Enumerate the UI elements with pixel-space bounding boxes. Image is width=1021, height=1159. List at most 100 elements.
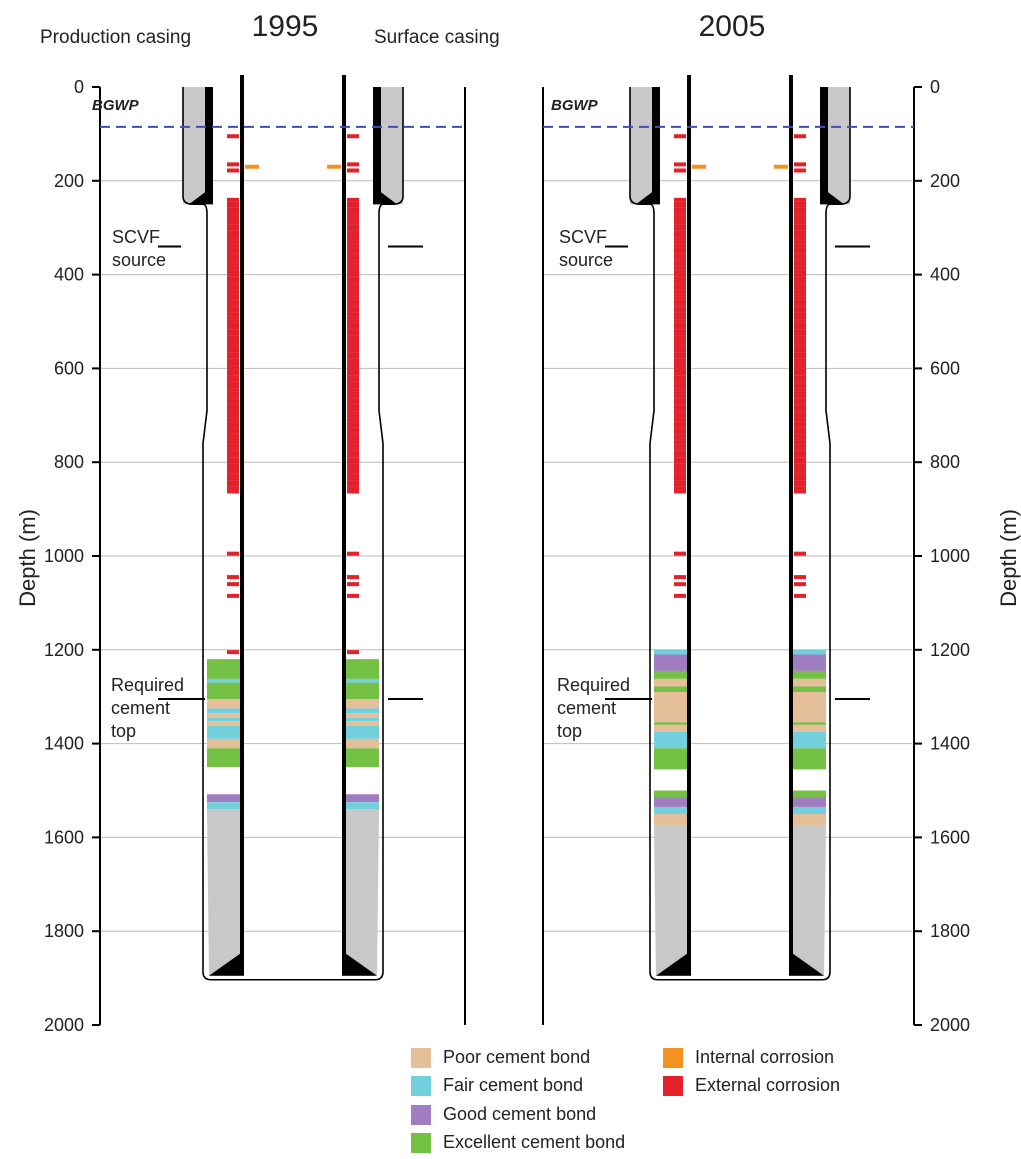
external-corrosion-right — [794, 434, 806, 438]
external-corrosion-left — [674, 299, 686, 304]
external-corrosion-right — [794, 207, 806, 212]
cement-bond-right — [789, 813, 826, 826]
legend-swatch-good — [411, 1104, 431, 1125]
external-corrosion-right — [794, 316, 806, 320]
external-corrosion-left — [227, 217, 239, 221]
external-corrosion-right — [347, 276, 359, 281]
external-corrosion-left — [227, 296, 239, 300]
external-corrosion-right — [794, 233, 806, 238]
production-casing-left — [240, 75, 244, 976]
tick-label-right: 800 — [930, 452, 960, 472]
external-corrosion-right — [347, 322, 359, 327]
external-corrosion-left — [227, 355, 239, 359]
external-corrosion-left — [674, 460, 686, 464]
external-corrosion-right — [347, 483, 359, 487]
external-corrosion-left — [227, 316, 239, 320]
external-corrosion-left — [674, 575, 686, 580]
external-corrosion-right — [347, 256, 359, 261]
legend-swatch-fair — [411, 1075, 431, 1096]
external-corrosion-right — [347, 467, 359, 471]
cement-bond-right — [789, 654, 826, 671]
required-cement-top-2005-line3: top — [557, 721, 582, 741]
surface-casing-left — [652, 87, 660, 205]
external-corrosion-right — [347, 345, 359, 349]
external-corrosion-left — [227, 276, 239, 281]
external-corrosion-left — [227, 417, 239, 422]
external-corrosion-right — [794, 371, 806, 376]
tick-label-right: 1600 — [930, 827, 970, 847]
external-corrosion-left — [674, 168, 686, 173]
external-corrosion-right — [347, 437, 359, 441]
external-corrosion-right — [347, 430, 359, 435]
external-corrosion-right — [794, 424, 806, 428]
external-corrosion-right — [794, 237, 806, 241]
external-corrosion-left — [227, 424, 239, 428]
external-corrosion-left — [674, 243, 686, 248]
external-corrosion-left — [674, 250, 686, 254]
external-corrosion-left — [227, 593, 239, 598]
external-corrosion-left — [227, 309, 239, 313]
external-corrosion-right — [794, 476, 806, 481]
scvf-label-2005-line1: SCVF — [559, 227, 607, 247]
external-corrosion-left — [227, 365, 239, 369]
external-corrosion-left — [674, 237, 686, 241]
external-corrosion-left — [674, 270, 686, 274]
external-corrosion-left — [674, 398, 686, 402]
external-corrosion-left — [674, 401, 686, 405]
cement-bond-right — [789, 724, 826, 732]
external-corrosion-left — [674, 421, 686, 425]
external-corrosion-left — [674, 430, 686, 435]
external-corrosion-right — [347, 325, 359, 330]
cement-bond-right — [342, 717, 379, 722]
cement-bond-left — [207, 659, 244, 679]
tick-label-left: 2000 — [44, 1015, 84, 1035]
cement-bond-right — [342, 721, 379, 726]
external-corrosion-left — [227, 299, 239, 304]
cement-bond-left — [207, 717, 244, 722]
external-corrosion-right — [347, 450, 359, 455]
cement-bond-right — [342, 659, 379, 679]
external-corrosion-left — [674, 411, 686, 415]
external-corrosion-right — [347, 463, 359, 468]
cement-bond-left — [654, 731, 691, 749]
legend-label-internal: Internal corrosion — [695, 1047, 835, 1067]
external-corrosion-left — [674, 444, 686, 448]
external-corrosion-left — [674, 345, 686, 349]
external-corrosion-right — [347, 283, 359, 287]
external-corrosion-right — [347, 201, 359, 205]
external-corrosion-right — [347, 381, 359, 386]
external-corrosion-right — [347, 296, 359, 300]
external-corrosion-right — [347, 168, 359, 173]
external-corrosion-right — [794, 260, 806, 264]
external-corrosion-left — [227, 256, 239, 261]
external-corrosion-left — [227, 440, 239, 445]
external-corrosion-left — [674, 256, 686, 261]
tick-label-right: 1400 — [930, 734, 970, 754]
cement-bond-left — [654, 692, 691, 723]
external-corrosion-left — [674, 220, 686, 225]
cement-bond-left — [207, 748, 244, 768]
external-corrosion-left — [227, 437, 239, 441]
external-corrosion-left — [674, 332, 686, 336]
external-corrosion-right — [794, 470, 806, 474]
external-corrosion-left — [674, 342, 686, 346]
external-corrosion-right — [347, 240, 359, 244]
external-corrosion-right — [347, 224, 359, 228]
external-corrosion-left — [227, 283, 239, 287]
external-corrosion-right — [794, 270, 806, 274]
external-corrosion-left — [227, 430, 239, 435]
external-corrosion-left — [227, 384, 239, 389]
external-corrosion-left — [674, 210, 686, 215]
external-corrosion-left — [227, 467, 239, 471]
external-corrosion-right — [347, 421, 359, 425]
required-cement-top-1995-line1: Required — [111, 675, 184, 695]
external-corrosion-left — [674, 214, 686, 218]
external-corrosion-left — [227, 279, 239, 284]
external-corrosion-left — [674, 312, 686, 317]
external-corrosion-right — [794, 289, 806, 294]
external-corrosion-right — [794, 168, 806, 173]
external-corrosion-right — [794, 467, 806, 471]
external-corrosion-right — [794, 210, 806, 215]
external-corrosion-right — [794, 582, 806, 587]
external-corrosion-left — [227, 250, 239, 254]
